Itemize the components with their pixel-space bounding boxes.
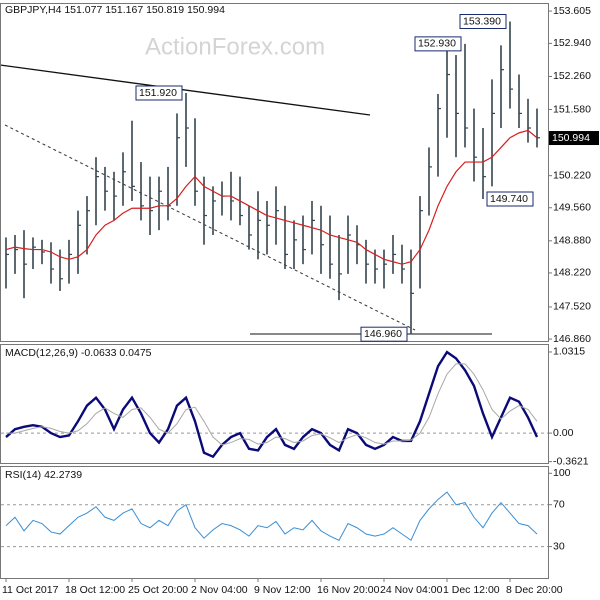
y-tick-label: 147.520 <box>553 301 591 313</box>
y-tick-label: 0.00 <box>553 427 574 439</box>
x-tick-label: 9 Nov 12:00 <box>254 584 311 596</box>
y-tick-label: 152.260 <box>553 70 591 82</box>
x-tick-label: 2 Nov 04:00 <box>191 584 248 596</box>
x-tick-label: 11 Oct 2017 <box>2 584 59 596</box>
moving-average <box>5 129 538 265</box>
y-tick-label: 153.605 <box>553 5 591 17</box>
y-tick-label: 30 <box>553 540 565 552</box>
annotation-box <box>135 85 183 101</box>
watermark: ActionForex.com <box>145 33 325 60</box>
x-tick-label: 16 Nov 20:00 <box>317 584 380 596</box>
last-price-box <box>549 131 599 146</box>
x-tick-label: 25 Oct 20:00 <box>128 584 188 596</box>
indicator-line <box>6 363 538 446</box>
x-tick-label: 1 Dec 12:00 <box>443 584 500 596</box>
y-tick-label: 148.880 <box>553 235 591 247</box>
price-panel <box>0 3 549 342</box>
macd-title: MACD(12,26,9) -0.0633 0.0475 <box>5 347 152 359</box>
y-tick-label: 150.220 <box>553 169 591 181</box>
indicator-line <box>5 491 538 542</box>
x-tick-label: 8 Dec 20:00 <box>506 584 563 596</box>
y-tick-label: 149.560 <box>553 202 591 214</box>
y-tick-label: 148.220 <box>553 267 591 279</box>
price-title: GBPJPY,H4 151.077 151.167 150.819 150.99… <box>5 4 225 16</box>
rsi-panel <box>0 466 549 579</box>
y-tick-label: 146.860 <box>553 333 591 345</box>
annotation-box <box>360 326 408 342</box>
rsi-title: RSI(14) 42.2739 <box>5 469 82 481</box>
indicator-line <box>5 350 539 459</box>
macd-panel <box>0 344 549 464</box>
annotation-label: 149.740 <box>490 193 528 205</box>
annotation-label: 151.920 <box>139 87 177 99</box>
trend-line-dashed <box>4 124 416 331</box>
annotation-box <box>486 191 534 207</box>
x-tick-label: 24 Nov 04:00 <box>380 584 443 596</box>
y-tick-label: 70 <box>553 498 565 510</box>
x-tick-label: 18 Oct 12:00 <box>65 584 125 596</box>
y-tick-label: 100 <box>553 467 571 479</box>
y-tick-label: -0.3621 <box>553 455 589 467</box>
annotation-label: 153.390 <box>463 15 501 27</box>
y-tick-label: 152.940 <box>553 37 591 49</box>
last-price-label: 150.994 <box>552 132 590 144</box>
trend-line <box>0 64 371 116</box>
y-tick-label: 151.580 <box>553 103 591 115</box>
annotation-box <box>414 36 462 52</box>
y-tick-label: 1.0315 <box>553 346 585 358</box>
annotation-label: 152.930 <box>418 38 456 50</box>
annotation-box <box>459 14 507 30</box>
annotation-label: 146.960 <box>364 328 402 340</box>
